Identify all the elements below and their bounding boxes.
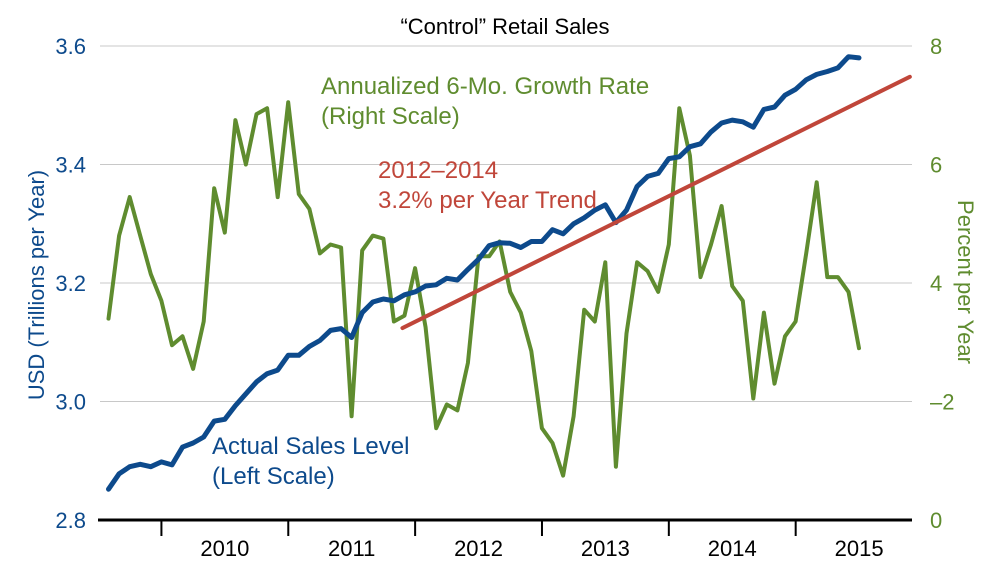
left-tick-label: 2.8 bbox=[55, 508, 86, 533]
x-tick-label: 2015 bbox=[835, 536, 884, 561]
x-tick-label: 2011 bbox=[328, 536, 375, 561]
sales-annotation-line2: (Left Scale) bbox=[212, 463, 335, 490]
left-axis-ticks: 2.8 3.0 3.2 3.4 3.6 bbox=[55, 34, 86, 533]
gridlines bbox=[100, 45, 912, 402]
trend-annotation-line2: 3.2% per Year Trend bbox=[378, 187, 597, 214]
trend-line bbox=[400, 74, 912, 331]
chart-title: “Control” Retail Sales bbox=[400, 14, 609, 39]
left-tick-label: 3.4 bbox=[55, 153, 86, 178]
growth-annotation-line1: Annualized 6-Mo. Growth Rate bbox=[321, 73, 649, 100]
right-axis-label: Percent per Year bbox=[953, 200, 978, 364]
left-tick-label: 3.2 bbox=[55, 271, 86, 296]
trend-annotation-line1: 2012–2014 bbox=[378, 157, 498, 184]
x-tick-label: 2010 bbox=[200, 536, 249, 561]
left-tick-label: 3.6 bbox=[55, 34, 86, 59]
right-tick-label: 8 bbox=[930, 34, 942, 59]
right-tick-label: 0 bbox=[930, 508, 942, 533]
sales-annotation-line1: Actual Sales Level bbox=[212, 433, 409, 460]
x-tick-label: 2012 bbox=[454, 536, 503, 561]
right-tick-label: –2 bbox=[930, 390, 954, 415]
left-tick-label: 3.0 bbox=[55, 390, 86, 415]
right-axis-ticks: 0 –2 4 6 8 bbox=[930, 34, 954, 533]
x-axis: 2010 2011 2012 2013 2014 2015 bbox=[98, 518, 912, 561]
x-tick-label: 2013 bbox=[581, 536, 630, 561]
growth-annotation-line2: (Right Scale) bbox=[321, 103, 460, 130]
x-tick-label: 2014 bbox=[708, 536, 757, 561]
right-tick-label: 4 bbox=[930, 271, 942, 296]
sales-level-line bbox=[106, 54, 862, 492]
left-axis-label: USD (Trillions per Year) bbox=[24, 170, 49, 400]
series-layer bbox=[106, 54, 912, 492]
right-tick-label: 6 bbox=[930, 153, 942, 178]
